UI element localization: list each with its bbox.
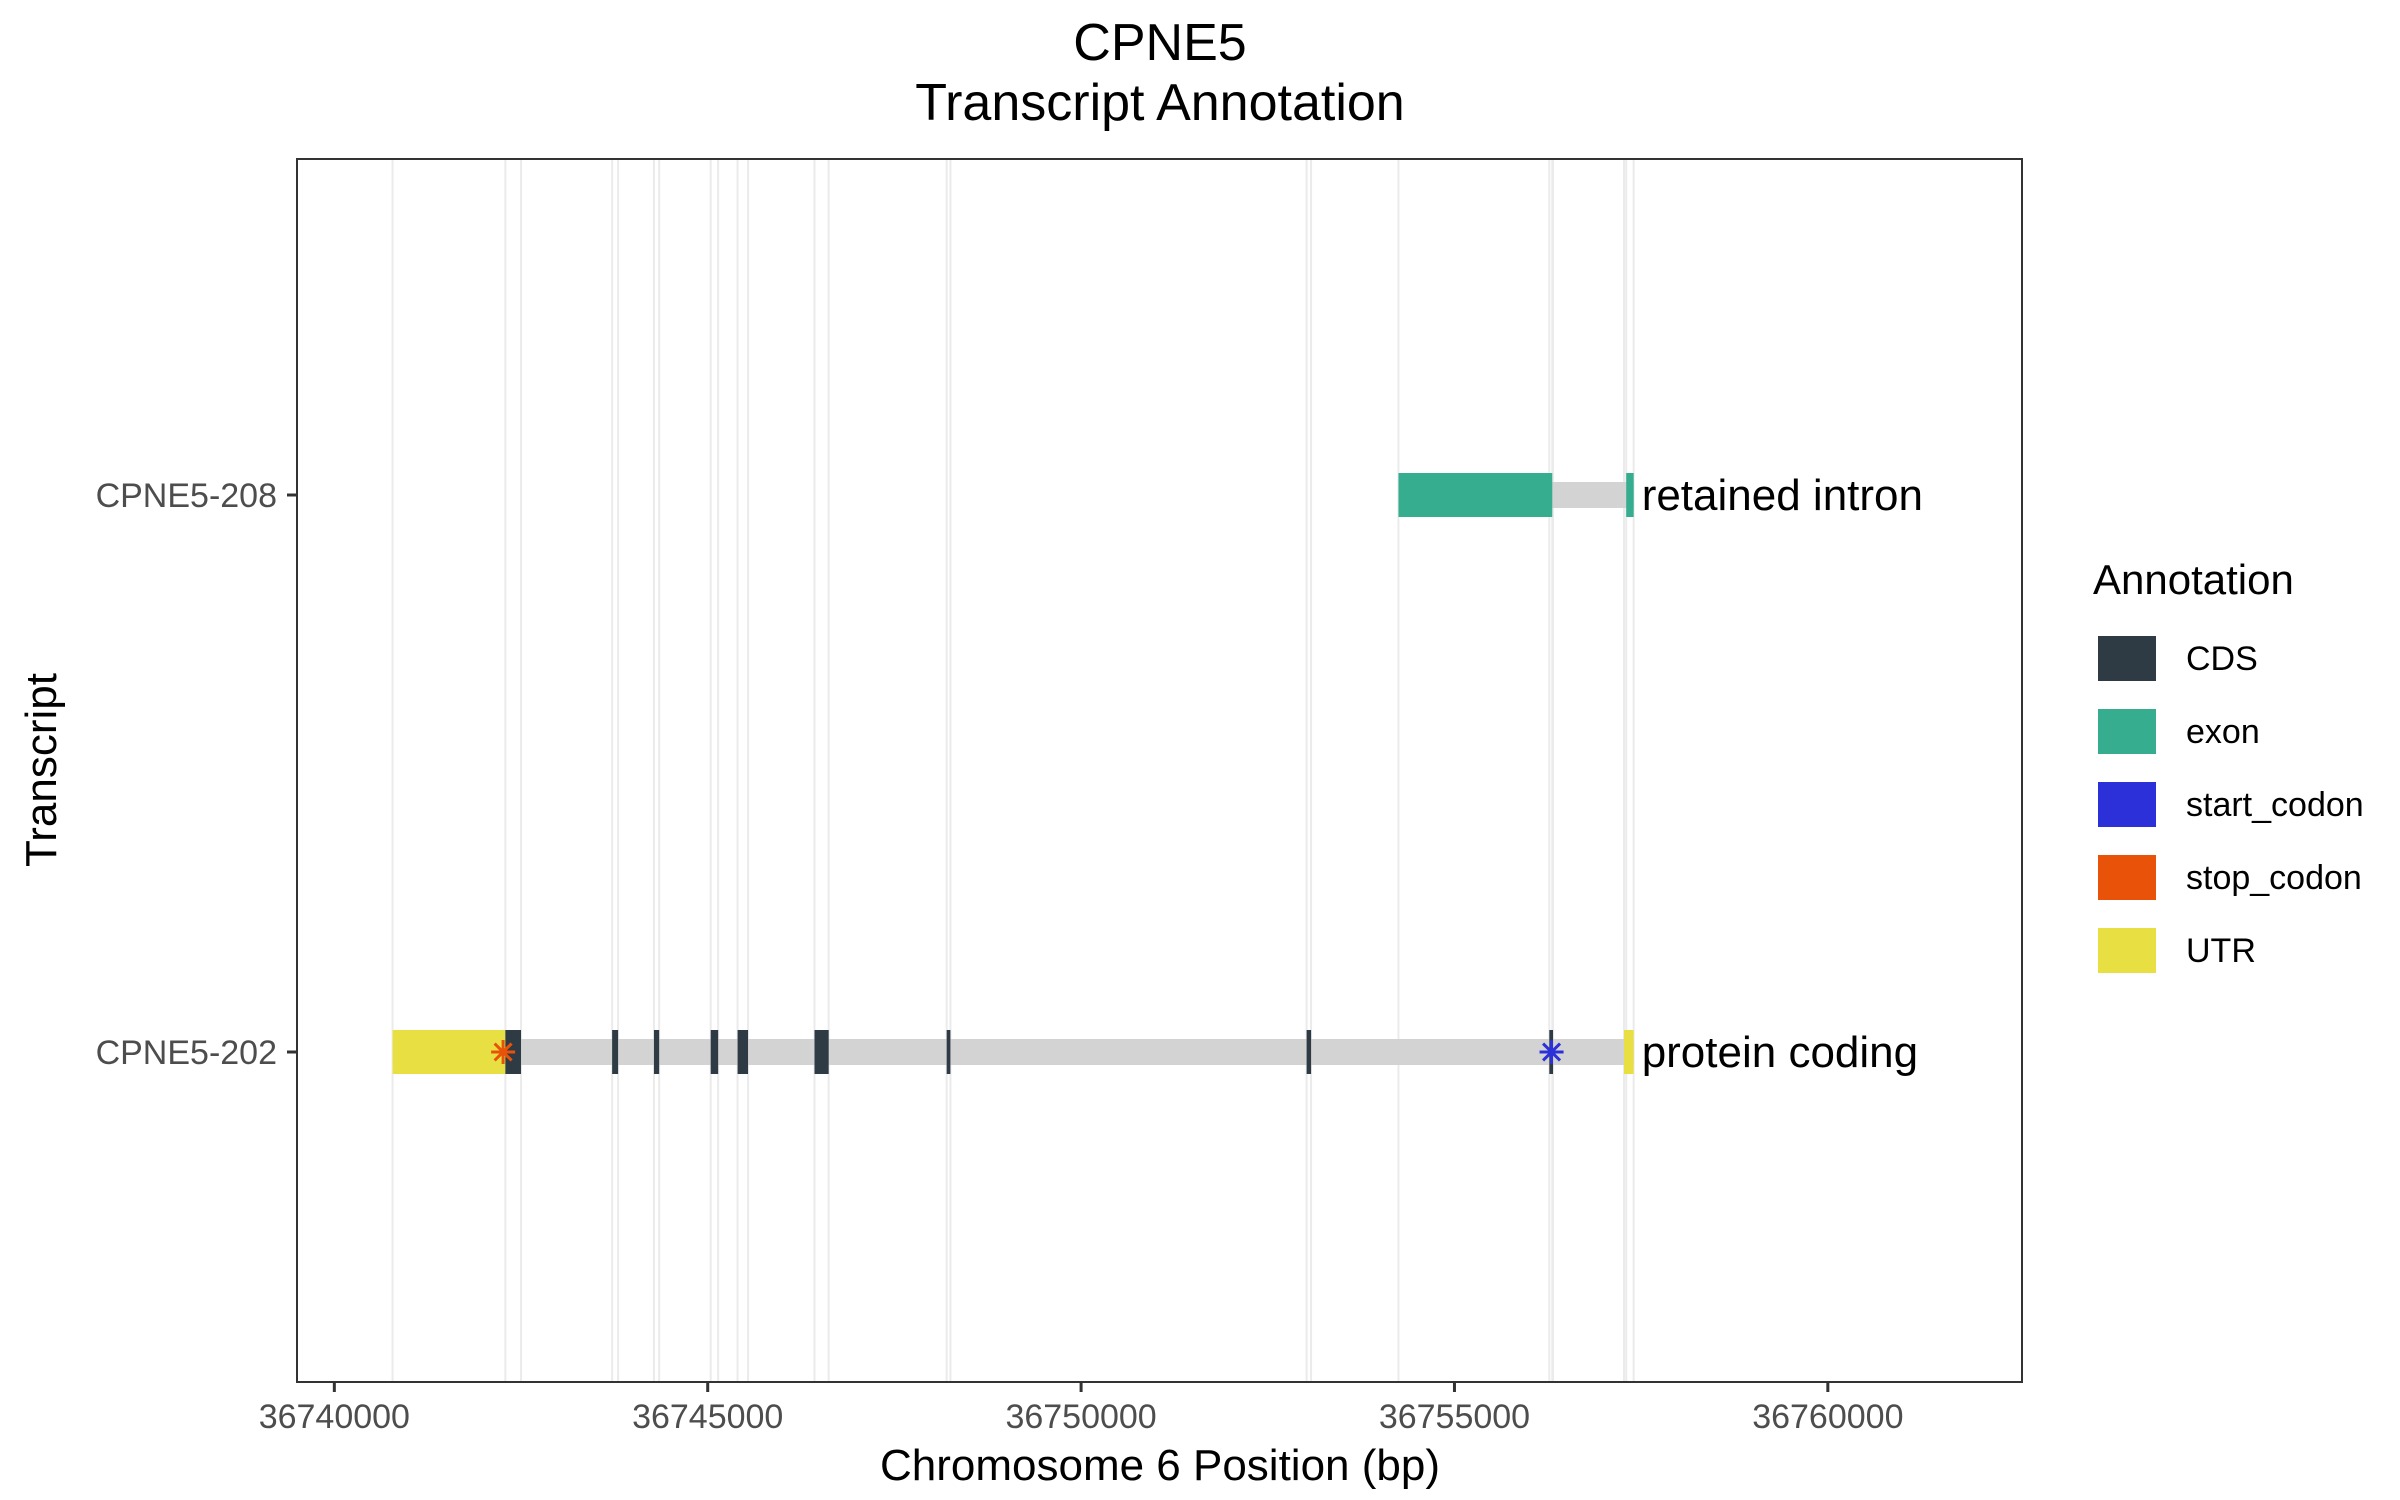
cds-block: [737, 1030, 749, 1074]
cds-block: [653, 1030, 660, 1074]
cds-block: [946, 1030, 951, 1074]
legend-key-utr: [2098, 928, 2156, 973]
legend-key-start-codon: [2098, 782, 2156, 827]
chart-subtitle: Transcript Annotation: [915, 74, 1404, 132]
start-codon-marker: [1539, 1040, 1564, 1064]
grid: [391, 159, 1635, 1382]
x-tick-label: 36745000: [632, 1398, 783, 1436]
cds-block: [612, 1030, 619, 1074]
plot-panel-border: [296, 158, 2023, 1383]
x-tick-label: 36740000: [259, 1398, 410, 1436]
biotype-label: protein coding: [1642, 1028, 1918, 1077]
x-axis-title: Chromosome 6 Position (bp): [880, 1441, 1440, 1490]
legend-key-cds: [2098, 636, 2156, 681]
chart-title: CPNE5: [1073, 14, 1246, 72]
transcript-tracks: retained intron protein coding: [392, 471, 1923, 1077]
exon-block: [1626, 473, 1634, 517]
y-tick-label: CPNE5-202: [96, 1034, 277, 1072]
exon-block: [1398, 473, 1553, 517]
cds-block: [1306, 1030, 1312, 1074]
legend-label: exon: [2186, 713, 2260, 751]
legend-label: start_codon: [2186, 786, 2364, 824]
legend-key-stop-codon: [2098, 855, 2156, 900]
x-tick-label: 36755000: [1379, 1398, 1530, 1436]
legend-label: UTR: [2186, 932, 2256, 970]
y-axis: CPNE5-208 CPNE5-202: [96, 477, 297, 1072]
intron-backbone: [392, 1039, 1634, 1065]
x-tick-label: 36750000: [1005, 1398, 1156, 1436]
utr-block: [392, 1030, 506, 1074]
stop-codon-marker: [491, 1040, 516, 1064]
legend-title: Annotation: [2093, 556, 2294, 603]
cds-block: [814, 1030, 829, 1074]
y-axis-title: Transcript: [17, 673, 66, 867]
legend-label: CDS: [2186, 640, 2258, 678]
start-codon-stroke: [1541, 1042, 1562, 1062]
biotype-label: retained intron: [1642, 471, 1923, 520]
utr-block: [1623, 1030, 1634, 1074]
stop-codon-stroke: [493, 1042, 513, 1062]
legend-key-exon: [2098, 709, 2156, 754]
y-tick-label: CPNE5-208: [96, 477, 277, 515]
legend: Annotation CDS exon start_codon stop_codon U…: [2093, 556, 2364, 973]
x-tick-label: 36760000: [1752, 1398, 1903, 1436]
legend-label: stop_codon: [2186, 859, 2362, 897]
x-axis: 36740000 36745000 36750000 36755000 36760000: [259, 1382, 1903, 1436]
cds-block: [710, 1030, 719, 1074]
